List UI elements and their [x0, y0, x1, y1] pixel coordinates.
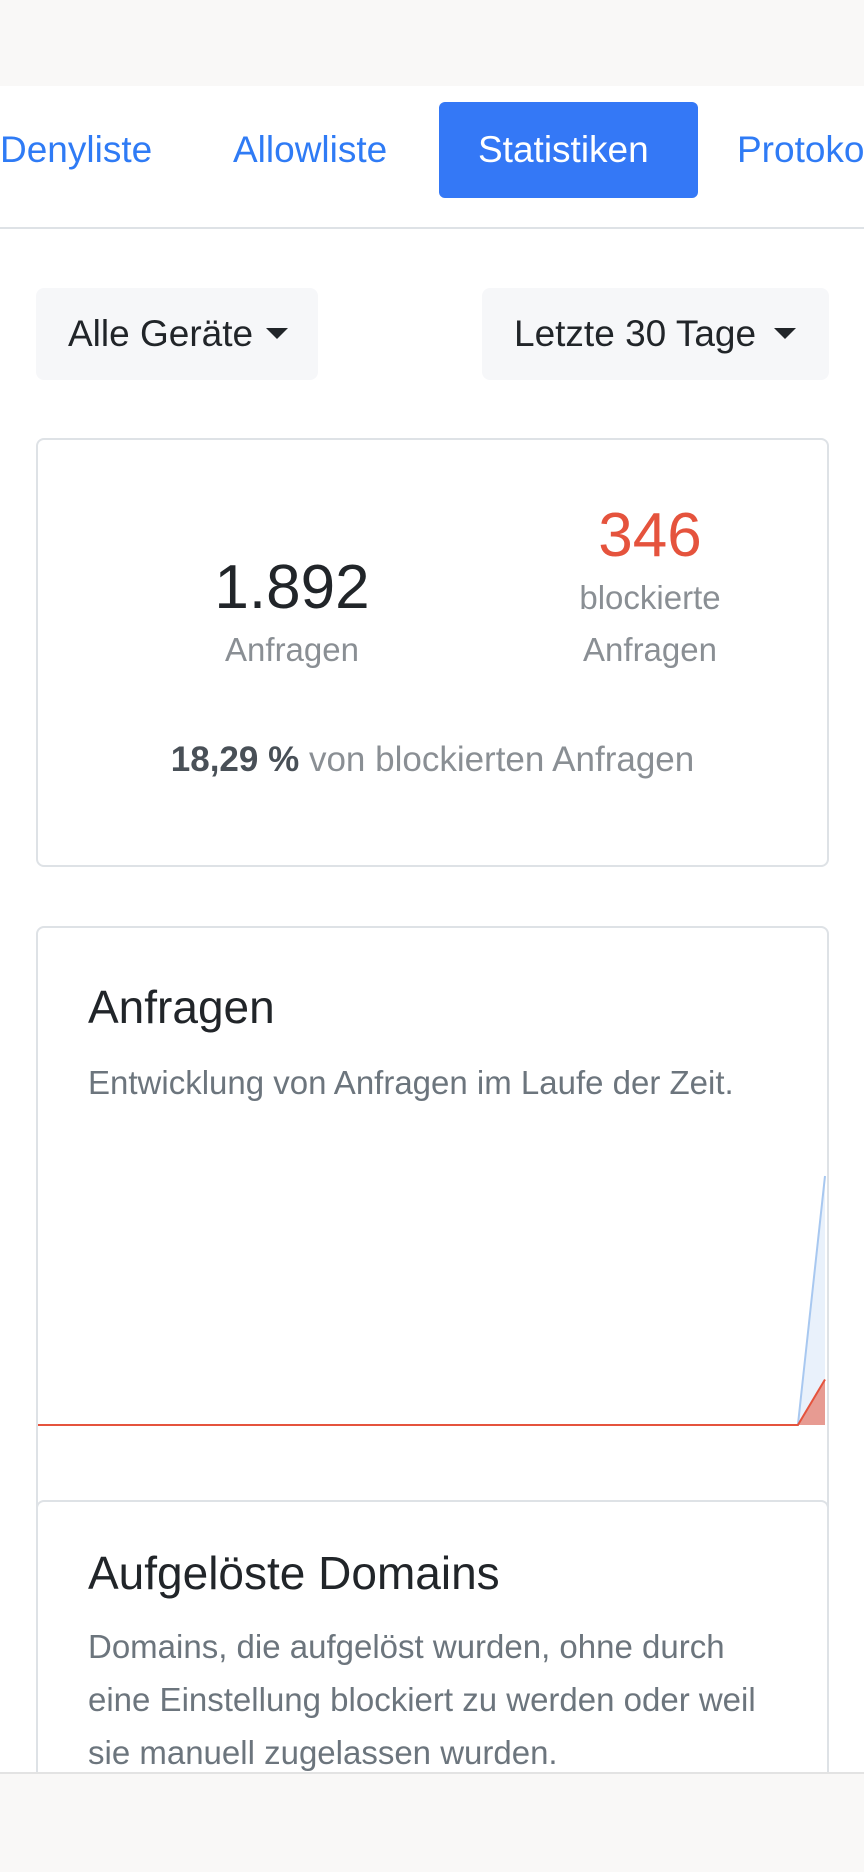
tab-statistics[interactable]: Statistiken	[439, 102, 698, 198]
chevron-down-icon	[774, 328, 796, 339]
queries-chart-description: Entwicklung von Anfragen im Laufe der Ze…	[88, 1064, 734, 1101]
queries-chart-title: Anfragen	[88, 981, 275, 1033]
blocked-queries-label-line1: blockierte	[579, 579, 721, 616]
total-queries-label: Anfragen	[225, 631, 359, 668]
queries-chart-card: Anfragen Entwicklung von Anfragen im Lau…	[36, 926, 829, 1528]
blocked-queries-label-line2: Anfragen	[583, 631, 717, 668]
total-queries-value: 1.892	[214, 553, 370, 622]
tab-allowlist[interactable]: Allowliste	[233, 129, 388, 170]
blocked-queries-series-line	[38, 1378, 826, 1426]
total-queries-series-line	[38, 1175, 826, 1426]
resolved-domains-description: Domains, die aufgelöst wurden, ohne durc…	[88, 1628, 756, 1771]
device-dropdown[interactable]: Alle Geräte	[36, 288, 318, 380]
blocked-percentage-value: 18,29 %	[170, 740, 300, 779]
summary-card: 1.892 Anfragen 346 blockierte Anfragen 1…	[36, 438, 829, 867]
blocked-queries-value: 346	[598, 501, 702, 570]
status-bar	[0, 0, 864, 86]
resolved-domains-title: Aufgelöste Domains	[88, 1547, 500, 1599]
total-queries-series-area	[38, 1176, 825, 1425]
tab-denylist[interactable]: Denyliste	[0, 129, 153, 170]
period-dropdown[interactable]: Letzte 30 Tage	[482, 288, 829, 380]
tab-bar: Denyliste Allowliste Statistiken Protoko…	[0, 86, 864, 229]
period-dropdown-label: Letzte 30 Tage	[514, 313, 757, 354]
device-dropdown-label: Alle Geräte	[68, 313, 254, 354]
navigation-bar	[0, 1772, 864, 1872]
tab-logs[interactable]: Protokolle	[737, 129, 864, 170]
queries-area-chart	[38, 1175, 826, 1426]
blocked-percentage-text: von blockierten Anfragen	[308, 740, 695, 779]
blocked-percentage: 18,29 % von blockierten Anfragen	[38, 740, 827, 780]
blocked-queries-series-area	[38, 1379, 825, 1425]
resolved-domains-card: Aufgelöste Domains Domains, die aufgelös…	[36, 1500, 829, 1772]
chevron-down-icon	[266, 328, 288, 339]
statistics-page: Denyliste Allowliste Statistiken Protoko…	[0, 86, 864, 1772]
